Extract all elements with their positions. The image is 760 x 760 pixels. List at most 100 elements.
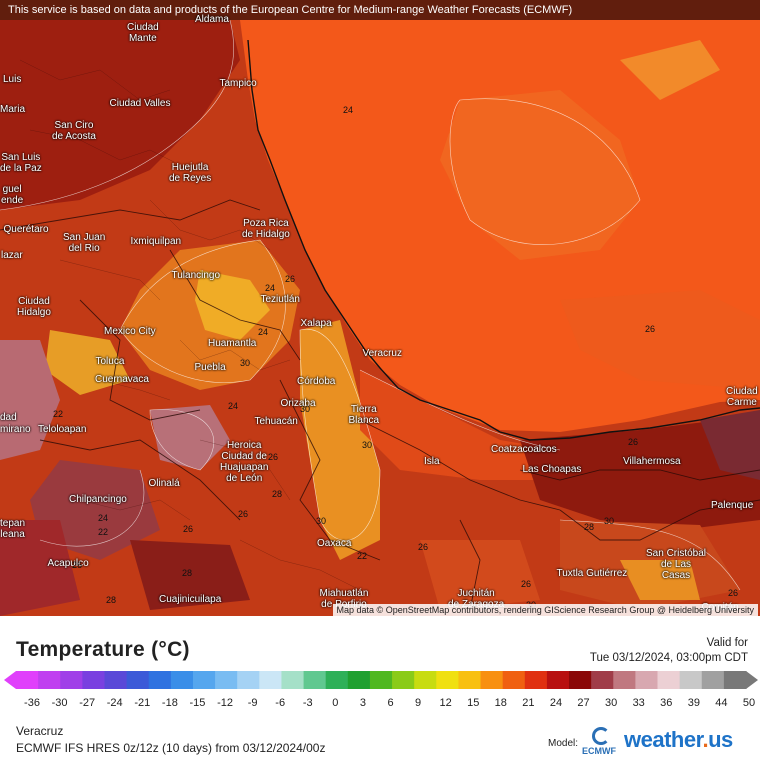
- colorbar-max-arrow: [746, 671, 758, 689]
- city-label-palenque: Palenque: [711, 500, 754, 511]
- colorbar-segment: [148, 671, 172, 689]
- colorbar-tick-label: 44: [715, 697, 728, 709]
- city-label-tehuacan: Tehuacán: [254, 416, 298, 427]
- valid-time-value: Tue 03/12/2024, 03:00pm CDT: [589, 652, 748, 664]
- isotherm-label: 30: [316, 516, 327, 526]
- city-label-tampico: Tampico: [219, 78, 257, 89]
- city-label-teziutlan: Teziutlán: [260, 294, 300, 305]
- city-label-oaxaca: Oaxaca: [317, 538, 352, 549]
- city-label-tuxtla: Tuxtla Gutiérrez: [556, 568, 628, 579]
- colorbar-tick-label: 39: [687, 697, 700, 709]
- colorbar-tick-label: 18: [494, 697, 507, 709]
- city-label-cuernavaca: Cuernavaca: [95, 374, 149, 385]
- city-label-teloloapan: Teloloapan: [38, 424, 87, 435]
- isotherm-lines: [0, 19, 741, 591]
- valid-for-label: Valid for: [706, 637, 748, 649]
- isotherm-label: 26: [238, 509, 249, 519]
- colorbar-segment: [436, 671, 459, 689]
- isotherm-label: 24: [258, 327, 269, 337]
- municipal-borders: [19, 59, 361, 591]
- city-label-san-cristobal: San Cristóbal de Las Casas: [646, 548, 707, 581]
- colorbar-segment: [215, 671, 238, 689]
- ecmwf-logo[interactable]: ECMWF: [582, 727, 620, 757]
- isotherm-label: 22: [98, 527, 109, 537]
- isthmus-field: [420, 540, 540, 610]
- colorbar-tick-label: 0: [332, 697, 339, 709]
- isotherm-label: 22: [357, 551, 368, 561]
- colorbar-segment: [369, 671, 393, 689]
- colorbar-tick-label: -27: [79, 697, 96, 709]
- weather-us-logo[interactable]: weather.us: [624, 727, 733, 753]
- city-label-villahermosa: Villahermosa: [623, 456, 681, 467]
- colorbar-segment: [237, 671, 260, 689]
- colorbar-segment: [458, 671, 482, 689]
- isotherm-label: 28: [272, 489, 283, 499]
- colorbar-segment: [613, 671, 636, 689]
- colorbar-tick-label: -9: [247, 697, 258, 709]
- city-label-san-ciro: San Ciro de Acosta: [52, 120, 96, 142]
- colorbar-segment: [259, 671, 282, 689]
- city-label-cuajinicuilapa: Cuajinicuilapa: [159, 594, 222, 605]
- map-attribution[interactable]: Map data © OpenStreetMap contributors, r…: [332, 604, 758, 616]
- location-name: Veracruz: [16, 724, 64, 738]
- pacific-coast-field: [0, 520, 80, 616]
- city-label-coatzacoalcos: Coatzacoalcos: [491, 444, 557, 455]
- city-label-veracruz: Veracruz: [362, 348, 402, 359]
- isotherm-label: 30: [362, 440, 373, 450]
- colorbar-segment: [82, 671, 105, 689]
- colorbar-segment: [635, 671, 659, 689]
- colorbar-tick-label: 24: [549, 697, 563, 709]
- colorbar-tick-label: -21: [134, 697, 151, 709]
- city-label-huejutla: Huejutla de Reyes: [169, 162, 212, 184]
- weather-us-logo-word: weather: [624, 727, 703, 752]
- isotherm-label: 26: [728, 588, 739, 598]
- colorbar-segment: [16, 671, 39, 689]
- state-borders: [0, 199, 760, 611]
- city-label-poza-rica: Poza Rica de Hidalgo: [242, 218, 290, 240]
- weather-us-logo-suffix: us: [708, 727, 733, 752]
- city-label-queretaro: Querétaro: [3, 224, 49, 235]
- city-label-tierra-blanca: Tierra Blanca: [348, 404, 380, 426]
- costa-chica-field: [130, 540, 250, 610]
- colorbar-segment: [679, 671, 703, 689]
- colorbar-segment: [104, 671, 128, 689]
- chiapas-highland-patch: [620, 560, 700, 600]
- city-label-aldama: Aldama: [195, 14, 229, 25]
- northwest-hot-field: [0, 20, 240, 210]
- ecmwf-logo-icon: [592, 727, 610, 745]
- colorbar-tick-label: -6: [275, 697, 286, 709]
- colorbar-tick-label: -36: [24, 697, 40, 709]
- city-label-ciudad-mante: Ciudad Mante: [127, 22, 159, 44]
- ecmwf-logo-text: ECMWF: [582, 746, 616, 756]
- isotherm-label: 22: [53, 409, 64, 419]
- city-label-ciudad-valles: Ciudad Valles: [109, 98, 171, 109]
- gulf-cool-patch: [440, 90, 640, 260]
- isotherm-label: 28: [182, 568, 193, 578]
- isotherm-label: 26: [521, 579, 532, 589]
- model-run-info: ECMWF IFS HRES 0z/12z (10 days) from 03/…: [16, 741, 326, 755]
- city-label-chilpancingo: Chilpancingo: [69, 494, 127, 505]
- city-label-altamirano: mirano: [0, 424, 31, 435]
- colorbar-segment: [480, 671, 504, 689]
- colorbar-tick-label: 33: [632, 697, 645, 709]
- ecmwf-disclaimer-banner: This service is based on data and produc…: [0, 0, 760, 20]
- colorbar-segment: [347, 671, 371, 689]
- isotherm-label: 28: [106, 595, 117, 605]
- colorbar-tick-label: 15: [467, 697, 480, 709]
- toluca-yellow-patch: [45, 330, 130, 395]
- sierra-yellow-strip: [300, 320, 380, 560]
- isotherm-label: 26: [628, 437, 639, 447]
- isotherm-label: 26: [645, 324, 656, 334]
- city-label-san-juan-del-rio: San Juan del Rio: [63, 232, 106, 254]
- colorbar-tick-label: 12: [439, 697, 452, 709]
- colorbar-segment: [325, 671, 349, 689]
- colorbar-segment: [546, 671, 570, 689]
- city-label-dad: dad: [0, 412, 17, 423]
- city-label-san-luis-la-paz: San Luis de la Paz: [0, 152, 42, 174]
- isotherm-label: 26: [285, 274, 296, 284]
- colorbar-tick-label: 6: [387, 697, 394, 709]
- temperature-map[interactable]: This service is based on data and produc…: [0, 0, 760, 616]
- campeche-pink-field: [700, 410, 760, 480]
- isotherm-label: 28: [584, 522, 595, 532]
- colorbar-segment: [701, 671, 725, 689]
